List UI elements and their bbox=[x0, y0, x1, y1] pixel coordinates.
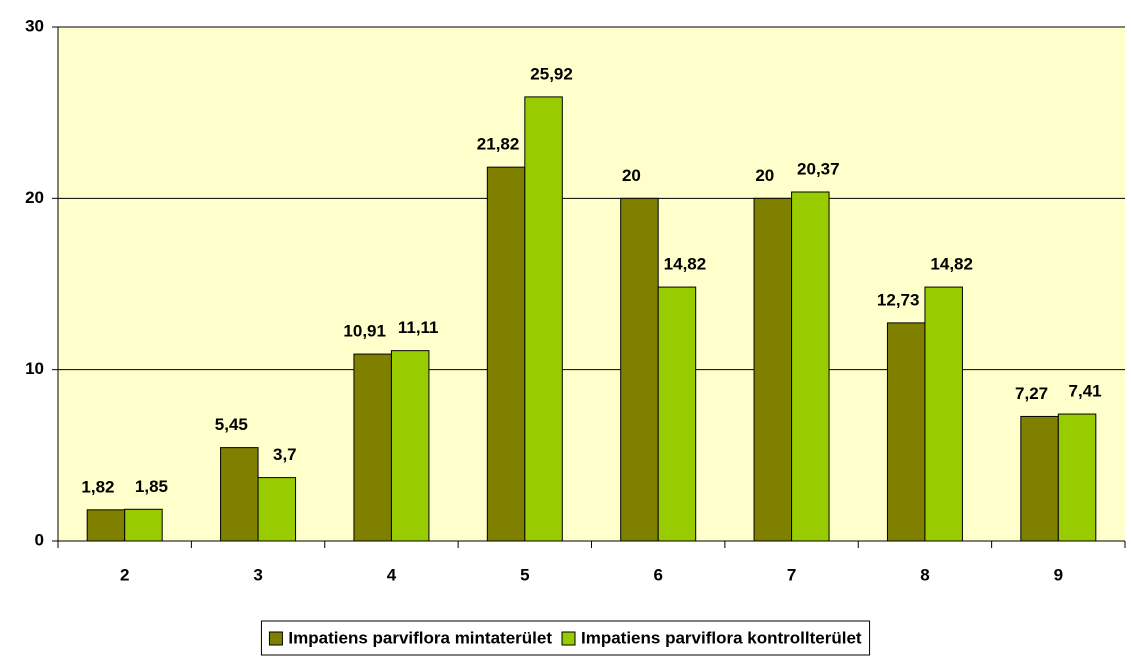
bar bbox=[524, 96, 563, 542]
bar bbox=[486, 166, 526, 542]
x-tick-label: 9 bbox=[1054, 565, 1063, 584]
data-label: 10,91 bbox=[343, 322, 386, 341]
legend-label: Impatiens parviflora mintaterület bbox=[288, 628, 552, 647]
data-label: 14,82 bbox=[664, 255, 707, 274]
data-label: 14,82 bbox=[930, 255, 973, 274]
x-tick-label: 7 bbox=[787, 565, 796, 584]
x-tick-label: 8 bbox=[920, 565, 929, 584]
legend-label: Impatiens parviflora kontrollterület bbox=[581, 628, 862, 647]
bar bbox=[124, 508, 163, 542]
data-label: 12,73 bbox=[877, 290, 920, 309]
x-tick-label: 2 bbox=[120, 565, 129, 584]
bar bbox=[753, 197, 793, 542]
y-tick-label: 0 bbox=[35, 530, 44, 549]
legend: Impatiens parviflora mintaterület Impatie… bbox=[260, 620, 871, 656]
y-tick-label: 20 bbox=[25, 188, 44, 207]
bar bbox=[353, 353, 392, 542]
bar bbox=[886, 322, 926, 542]
data-label: 21,82 bbox=[477, 135, 520, 154]
y-tick-label: 10 bbox=[25, 359, 44, 378]
data-label: 7,41 bbox=[1069, 382, 1102, 401]
x-tick-label: 4 bbox=[387, 565, 397, 584]
bar bbox=[620, 197, 659, 542]
bar bbox=[390, 350, 430, 542]
bar bbox=[257, 477, 297, 542]
y-tick-label: 30 bbox=[25, 16, 44, 35]
legend-swatch bbox=[268, 631, 283, 646]
x-tick-label: 3 bbox=[253, 565, 262, 584]
data-label: 20 bbox=[755, 166, 774, 185]
data-label: 20,37 bbox=[797, 159, 840, 178]
bar bbox=[1020, 415, 1059, 542]
bar bbox=[791, 191, 830, 542]
data-label: 3,7 bbox=[273, 445, 297, 464]
bar bbox=[1057, 413, 1097, 542]
bar bbox=[924, 286, 963, 542]
bar bbox=[86, 509, 126, 542]
x-tick-label: 5 bbox=[520, 565, 529, 584]
bar bbox=[220, 447, 259, 542]
data-label: 25,92 bbox=[530, 64, 573, 83]
data-label: 20 bbox=[622, 166, 641, 185]
data-label: 1,85 bbox=[135, 477, 168, 496]
data-label: 5,45 bbox=[215, 415, 248, 434]
bar bbox=[657, 286, 697, 542]
data-label: 7,27 bbox=[1015, 384, 1048, 403]
data-label: 11,11 bbox=[398, 318, 439, 337]
data-label: 1,82 bbox=[81, 477, 114, 496]
legend-swatch bbox=[561, 631, 576, 646]
plot-area bbox=[58, 27, 1125, 541]
x-tick-label: 6 bbox=[653, 565, 662, 584]
